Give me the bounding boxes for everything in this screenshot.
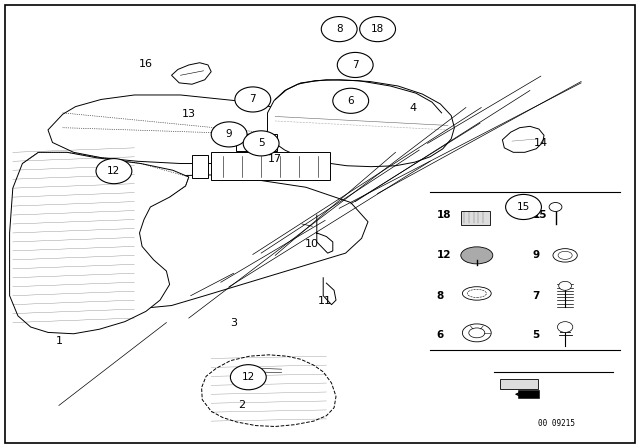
Circle shape xyxy=(360,17,396,42)
Circle shape xyxy=(243,131,279,156)
Text: 9: 9 xyxy=(532,250,540,260)
Text: 8: 8 xyxy=(336,24,342,34)
Text: 6: 6 xyxy=(436,330,444,340)
Text: 5: 5 xyxy=(532,330,540,340)
Text: 00 09215: 00 09215 xyxy=(538,419,575,428)
Ellipse shape xyxy=(553,249,577,262)
Polygon shape xyxy=(59,175,368,309)
Text: 8: 8 xyxy=(436,291,444,301)
Polygon shape xyxy=(502,126,544,152)
Text: 13: 13 xyxy=(182,109,196,119)
Text: 1: 1 xyxy=(56,336,62,346)
Text: 12: 12 xyxy=(242,372,255,382)
Polygon shape xyxy=(268,80,454,167)
Text: 18: 18 xyxy=(371,24,384,34)
Text: 7: 7 xyxy=(250,95,256,104)
Circle shape xyxy=(230,365,266,390)
Polygon shape xyxy=(518,390,539,398)
Text: 10: 10 xyxy=(305,239,319,249)
Ellipse shape xyxy=(461,247,493,264)
Text: 15: 15 xyxy=(532,210,547,220)
Bar xyxy=(461,211,490,225)
Text: 2: 2 xyxy=(238,401,246,410)
Polygon shape xyxy=(500,379,538,389)
Circle shape xyxy=(557,322,573,332)
Ellipse shape xyxy=(463,324,492,342)
Circle shape xyxy=(559,281,572,290)
Bar xyxy=(211,152,330,180)
Text: 4: 4 xyxy=(409,103,417,113)
Polygon shape xyxy=(192,155,208,178)
Circle shape xyxy=(549,202,562,211)
Text: 7: 7 xyxy=(352,60,358,70)
Text: 11: 11 xyxy=(318,296,332,306)
Text: 12: 12 xyxy=(108,166,120,176)
Polygon shape xyxy=(172,63,211,84)
Text: 9: 9 xyxy=(226,129,232,139)
Text: 12: 12 xyxy=(436,250,451,260)
Circle shape xyxy=(235,87,271,112)
Text: 16: 16 xyxy=(139,59,153,69)
Text: 18: 18 xyxy=(436,210,451,220)
Text: 6: 6 xyxy=(348,96,354,106)
Circle shape xyxy=(321,17,357,42)
Text: 15: 15 xyxy=(517,202,530,212)
Text: 7: 7 xyxy=(532,291,540,301)
Text: 14: 14 xyxy=(534,138,548,148)
Circle shape xyxy=(96,159,132,184)
Bar xyxy=(236,134,277,151)
Polygon shape xyxy=(10,152,189,334)
Text: 3: 3 xyxy=(230,319,237,328)
Circle shape xyxy=(333,88,369,113)
Polygon shape xyxy=(48,95,333,164)
Text: 17: 17 xyxy=(268,154,282,164)
Circle shape xyxy=(337,52,373,78)
Ellipse shape xyxy=(463,287,492,300)
Circle shape xyxy=(506,194,541,220)
Circle shape xyxy=(211,122,247,147)
Text: 5: 5 xyxy=(258,138,264,148)
Polygon shape xyxy=(202,355,336,426)
